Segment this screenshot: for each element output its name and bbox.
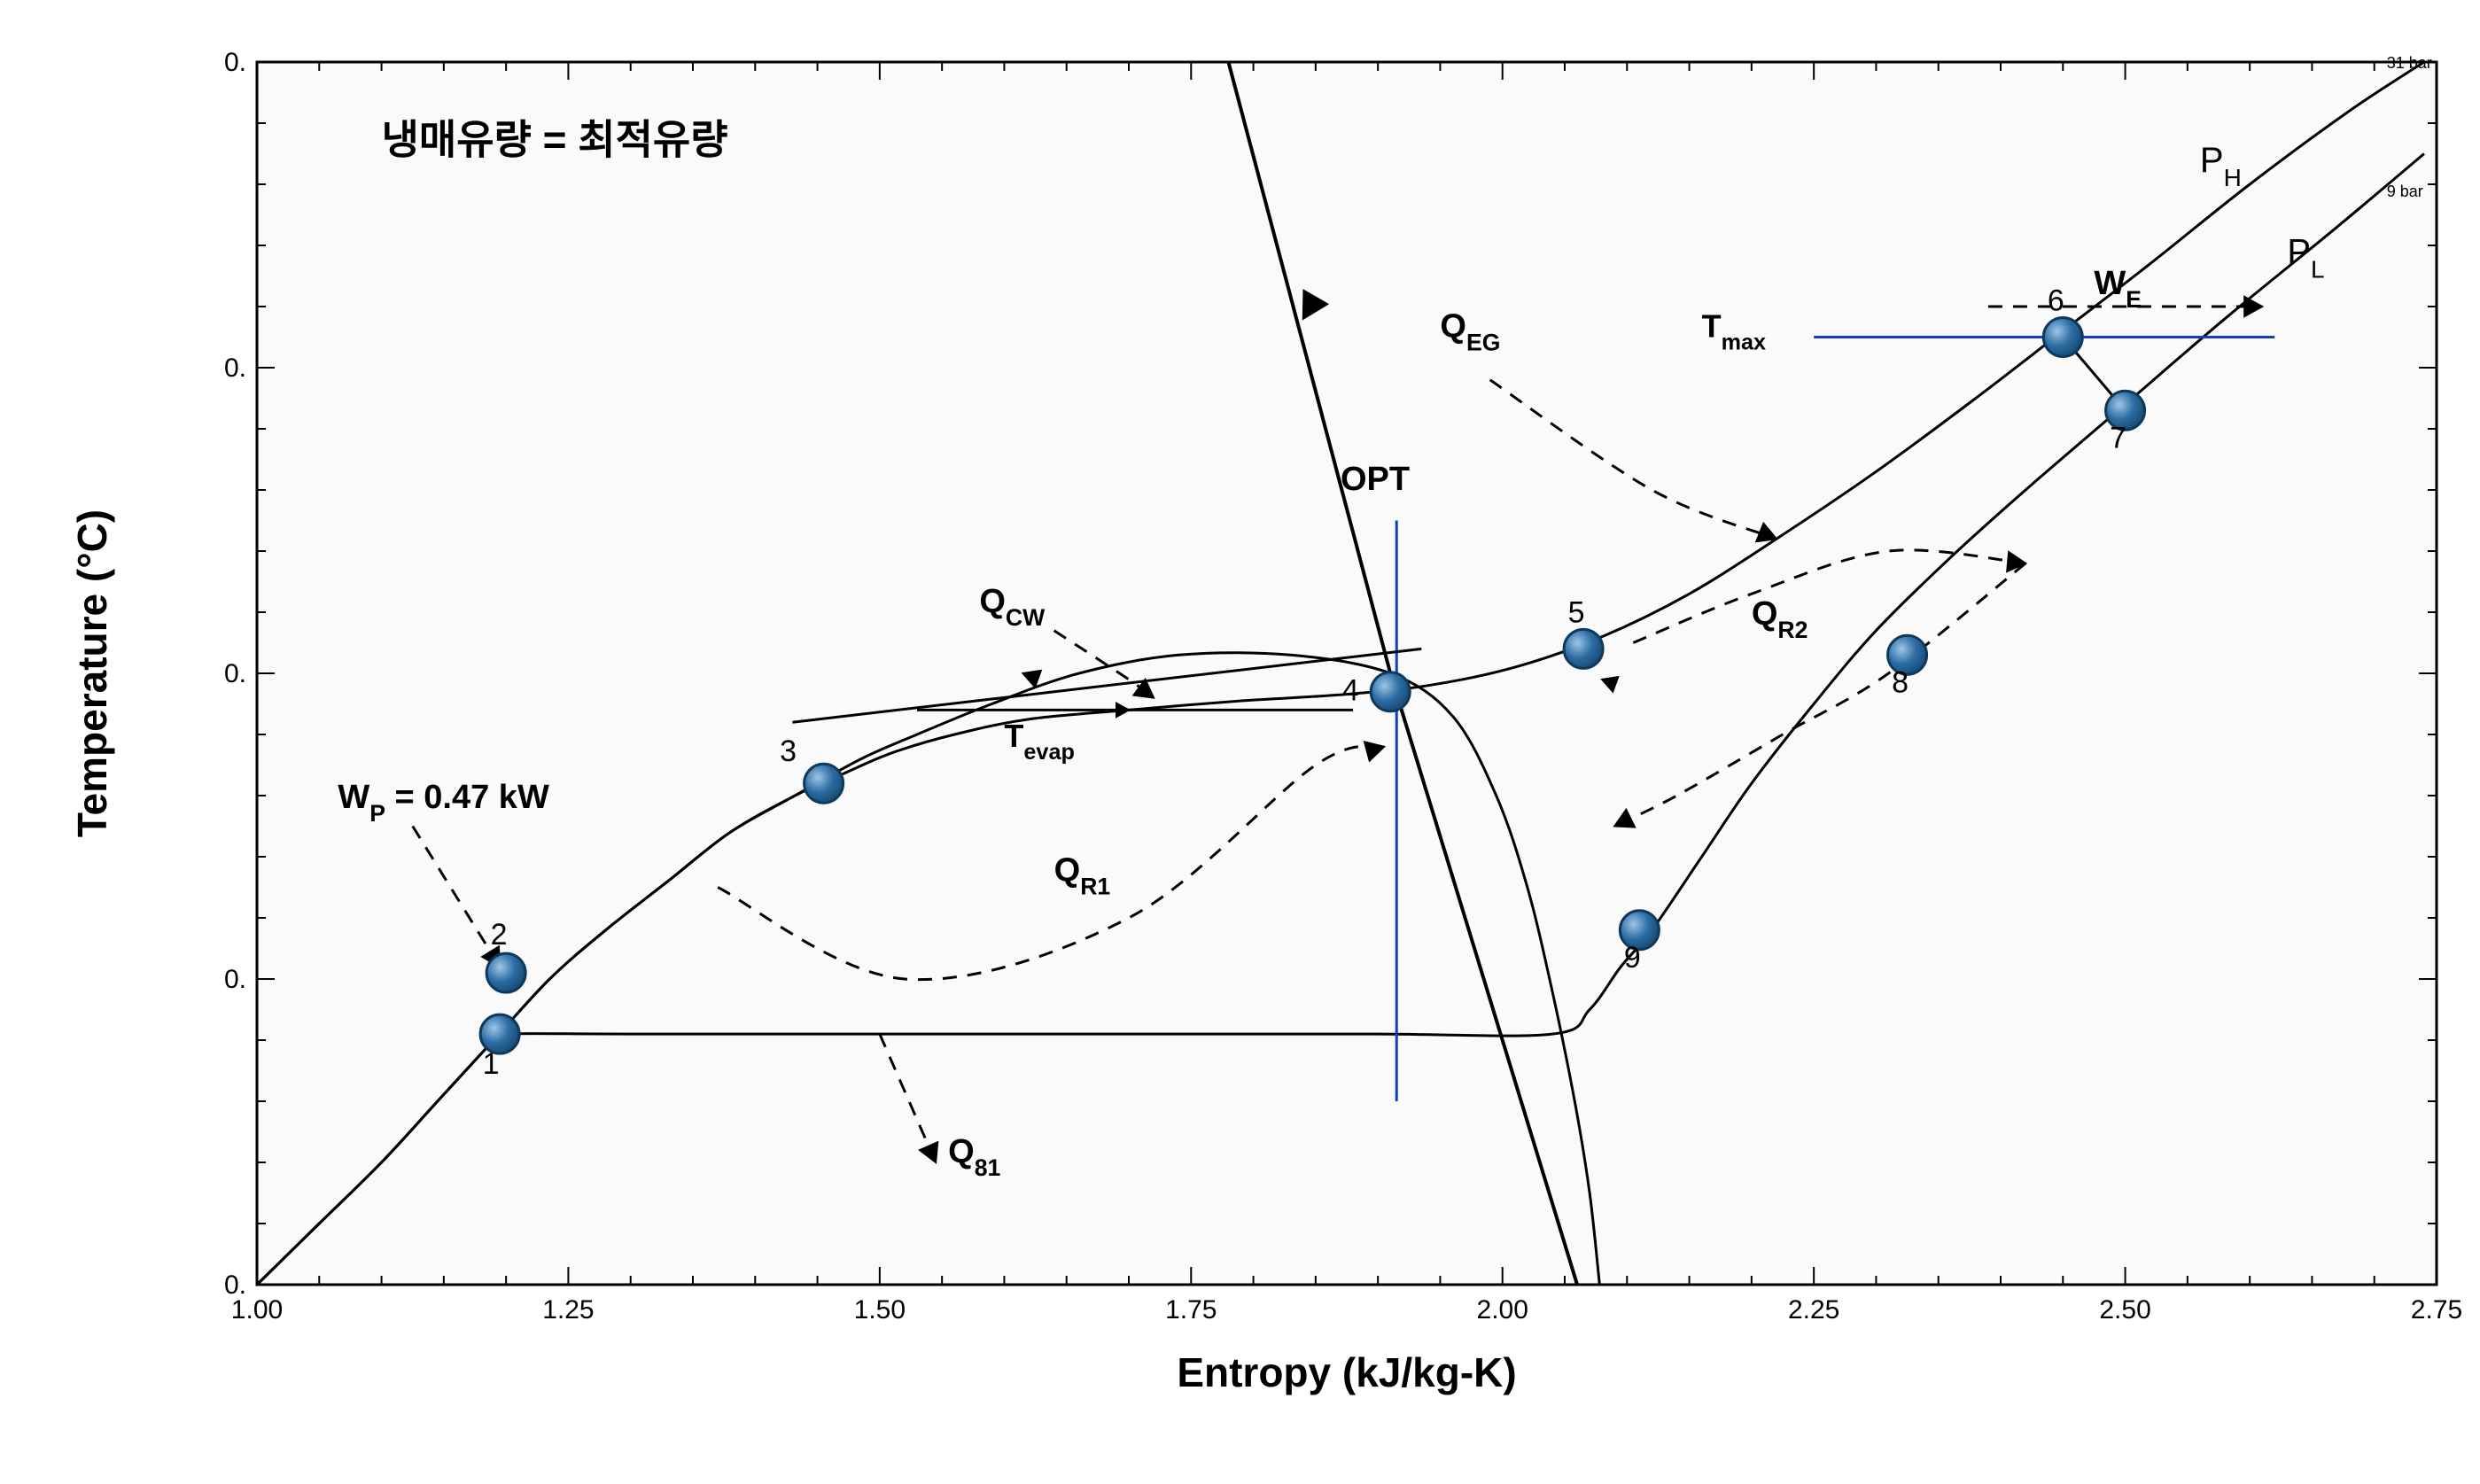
state-point-label-1: 1 [483,1047,500,1081]
isobar-bar-label-P_L: 9 bar [2387,183,2423,200]
state-point-label-8: 8 [1892,665,1909,699]
y-tick-label: 0. [224,659,246,688]
state-point-4 [1371,672,1410,711]
x-tick-label: 1.50 [854,1295,906,1325]
annotation-OPT-label: OPT [1341,461,1410,498]
state-point-2 [486,953,525,992]
diagram-svg: 1.001.251.501.752.002.252.502.75Entropy … [0,0,2480,1484]
ts-diagram: 1.001.251.501.752.002.252.502.75Entropy … [0,0,2480,1484]
y-tick-label: 0. [224,965,246,994]
x-axis-label: Entropy (kJ/kg-K) [1177,1349,1516,1395]
x-tick-label: 1.75 [1165,1295,1217,1325]
y-axis-label: Temperature (°C) [69,509,115,837]
state-point-label-9: 9 [1624,941,1641,975]
x-tick-label: 2.00 [1477,1295,1528,1325]
state-point-label-5: 5 [1568,595,1585,629]
x-tick-label: 1.25 [542,1295,594,1325]
x-tick-label: 2.25 [1788,1295,1839,1325]
x-tick-label: 2.75 [2411,1295,2462,1325]
y-tick-label: 0. [224,1270,246,1300]
y-tick-label: 0. [224,48,246,77]
x-tick-label: 2.50 [2099,1295,2150,1325]
title-annotation: 냉매유량 = 최적유량 [382,117,728,163]
state-point-label-3: 3 [780,734,797,768]
state-point-3 [805,764,844,803]
state-point-label-2: 2 [491,918,508,952]
isobar-bar-label-P_H: 31 bar [2387,54,2432,72]
state-point-6 [2043,318,2082,357]
y-tick-label: 0. [224,354,246,383]
state-point-label-4: 4 [1342,674,1359,708]
state-point-label-6: 6 [2048,284,2064,318]
state-point-5 [1564,629,1603,668]
state-point-label-7: 7 [2110,421,2126,455]
